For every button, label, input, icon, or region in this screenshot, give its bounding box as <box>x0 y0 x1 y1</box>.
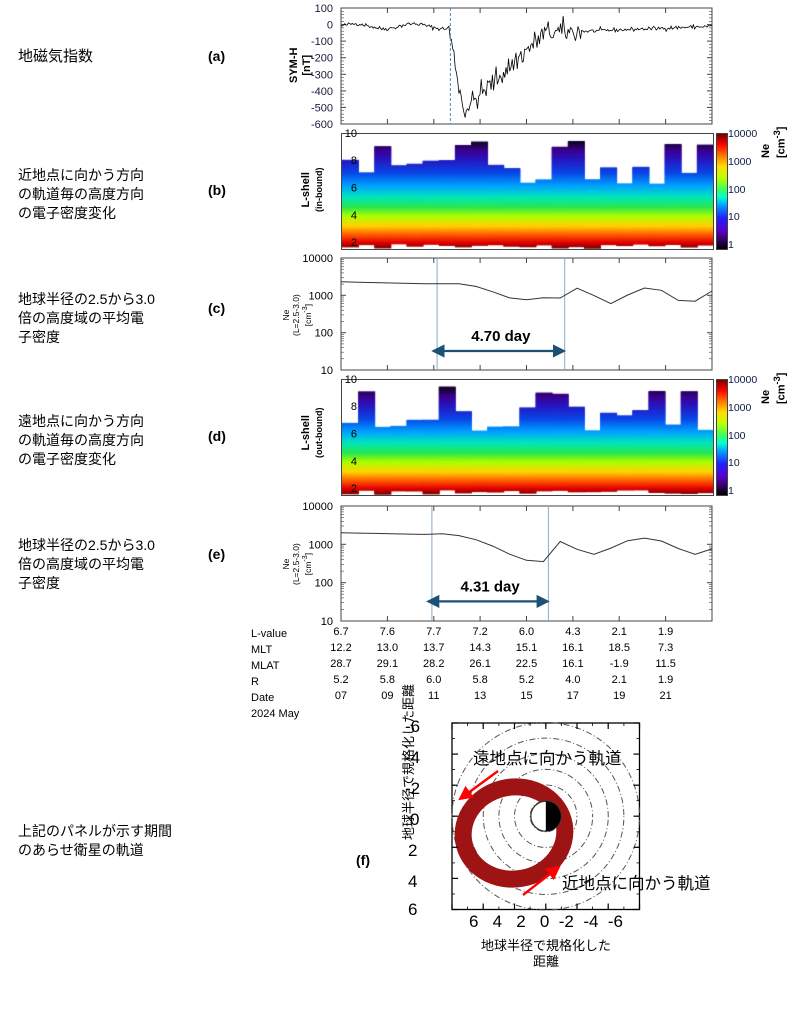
svg-text:4: 4 <box>351 210 357 222</box>
svg-text:6: 6 <box>351 429 357 441</box>
svg-text:10000: 10000 <box>302 501 333 513</box>
svg-text:-600: -600 <box>311 119 333 131</box>
svg-text:8: 8 <box>351 155 357 167</box>
svg-text:10000: 10000 <box>302 253 333 265</box>
svg-text:-200: -200 <box>311 53 333 65</box>
svg-text:4.31 day: 4.31 day <box>460 578 520 595</box>
svg-text:-500: -500 <box>311 102 333 114</box>
svg-text:100: 100 <box>315 578 333 590</box>
svg-text:8: 8 <box>351 401 357 413</box>
svg-text:4.70 day: 4.70 day <box>471 328 531 345</box>
svg-text:-400: -400 <box>311 86 333 98</box>
svg-text:-100: -100 <box>311 36 333 48</box>
svg-text:10: 10 <box>321 616 333 628</box>
svg-text:10: 10 <box>321 365 333 377</box>
svg-text:10: 10 <box>345 374 357 386</box>
svg-text:4: 4 <box>351 456 357 468</box>
svg-text:6: 6 <box>351 183 357 195</box>
svg-text:0: 0 <box>327 20 333 32</box>
svg-text:100: 100 <box>315 328 333 340</box>
svg-text:-300: -300 <box>311 69 333 81</box>
svg-text:2: 2 <box>351 483 357 495</box>
svg-text:2: 2 <box>351 237 357 249</box>
svg-text:100: 100 <box>315 3 333 15</box>
svg-text:10: 10 <box>345 128 357 140</box>
